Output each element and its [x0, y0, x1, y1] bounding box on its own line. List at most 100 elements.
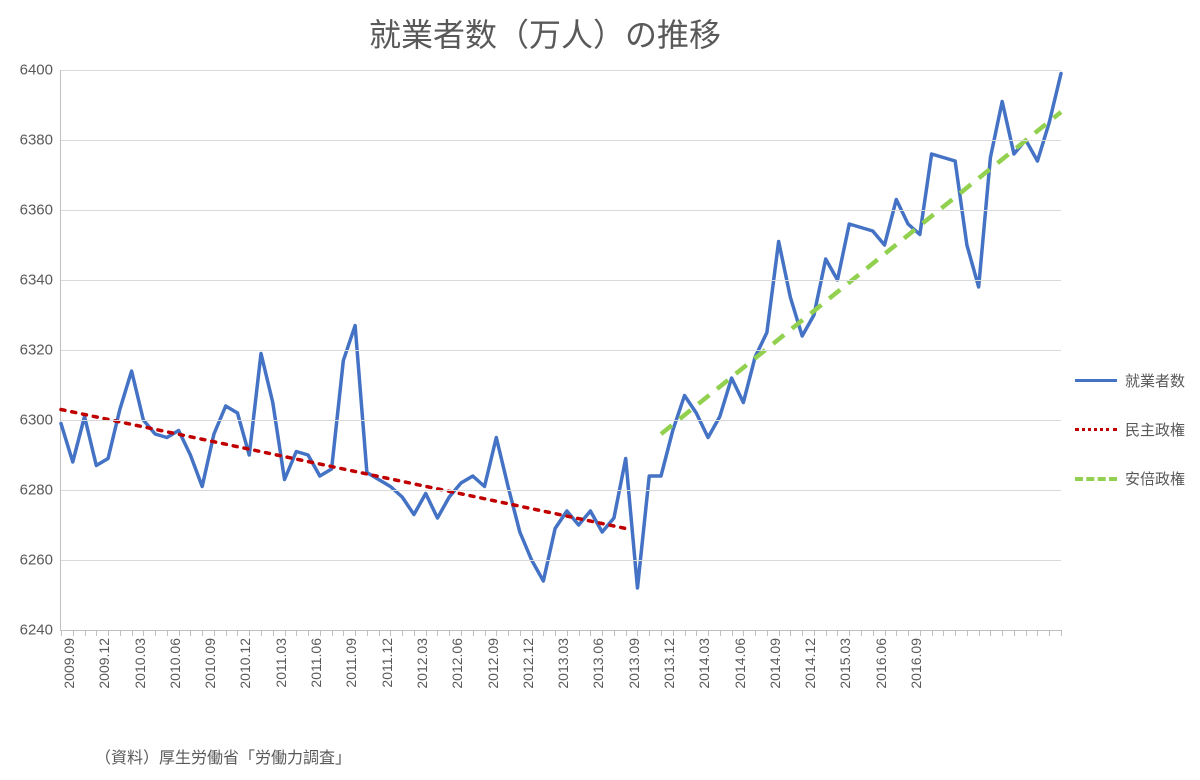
gridline [61, 560, 1061, 561]
x-tick [614, 630, 615, 636]
x-tick-label: 2011.12 [379, 638, 395, 688]
x-tick-label: 2011.06 [308, 638, 324, 688]
x-tick [849, 630, 850, 636]
y-tick-label: 6380 [20, 132, 53, 149]
x-tick [461, 630, 462, 636]
legend-item: 就業者数 [1075, 370, 1185, 391]
x-tick-label: 2015.03 [837, 638, 853, 689]
gridline [61, 420, 1061, 421]
x-tick [167, 630, 168, 636]
x-tick [237, 630, 238, 636]
x-tick [861, 630, 862, 636]
x-tick [285, 630, 286, 636]
gridline [61, 210, 1061, 211]
legend: 就業者数民主政権安倍政権 [1075, 370, 1185, 517]
x-tick [308, 630, 309, 636]
x-tick [496, 630, 497, 636]
x-tick [261, 630, 262, 636]
x-tick [190, 630, 191, 636]
x-tick [485, 630, 486, 636]
x-tick [520, 630, 521, 636]
legend-item: 安倍政権 [1075, 468, 1185, 489]
x-tick [226, 630, 227, 636]
x-tick-label: 2010.06 [167, 638, 183, 689]
x-tick [179, 630, 180, 636]
trend-dpj-line [61, 410, 626, 529]
y-tick-label: 6260 [20, 552, 53, 569]
x-tick [73, 630, 74, 636]
legend-swatch [1075, 428, 1117, 431]
x-tick [414, 630, 415, 636]
x-tick [637, 630, 638, 636]
x-tick [790, 630, 791, 636]
trend-abe-line [661, 112, 1061, 434]
x-tick [1026, 630, 1027, 636]
y-tick-label: 6280 [20, 482, 53, 499]
gridline [61, 280, 1061, 281]
x-tick [932, 630, 933, 636]
x-tick-label: 2013.12 [661, 638, 677, 689]
x-tick [579, 630, 580, 636]
x-tick [449, 630, 450, 636]
legend-swatch [1075, 379, 1117, 382]
x-tick [673, 630, 674, 636]
x-tick [120, 630, 121, 636]
x-tick-label: 2014.09 [767, 638, 783, 689]
y-tick-label: 6340 [20, 272, 53, 289]
x-tick [379, 630, 380, 636]
x-tick [202, 630, 203, 636]
x-tick [61, 630, 62, 636]
x-tick [826, 630, 827, 636]
x-tick-label: 2009.09 [61, 638, 77, 689]
x-tick [108, 630, 109, 636]
x-tick [332, 630, 333, 636]
x-tick [873, 630, 874, 636]
x-tick [685, 630, 686, 636]
x-tick [85, 630, 86, 636]
y-tick-label: 6360 [20, 202, 53, 219]
x-tick [908, 630, 909, 636]
x-tick [1061, 630, 1062, 636]
legend-label: 民主政権 [1125, 419, 1185, 440]
x-tick [402, 630, 403, 636]
x-tick-label: 2012.06 [449, 638, 465, 689]
x-tick [1037, 630, 1038, 636]
x-tick-label: 2013.09 [626, 638, 642, 689]
legend-label: 就業者数 [1125, 370, 1185, 391]
x-tick [955, 630, 956, 636]
x-tick [732, 630, 733, 636]
x-tick [1014, 630, 1015, 636]
x-tick-label: 2011.09 [343, 638, 359, 688]
x-tick [696, 630, 697, 636]
x-tick [143, 630, 144, 636]
x-tick [1049, 630, 1050, 636]
x-tick [343, 630, 344, 636]
y-tick-label: 6240 [20, 622, 53, 639]
x-tick [155, 630, 156, 636]
x-tick [590, 630, 591, 636]
x-tick [367, 630, 368, 636]
legend-item: 民主政権 [1075, 419, 1185, 440]
x-tick-label: 2013.03 [555, 638, 571, 689]
x-tick [779, 630, 780, 636]
x-tick-label: 2014.03 [696, 638, 712, 689]
x-tick [320, 630, 321, 636]
y-tick-label: 6300 [20, 412, 53, 429]
x-tick [390, 630, 391, 636]
x-tick [355, 630, 356, 636]
x-tick [896, 630, 897, 636]
gridline [61, 70, 1061, 71]
x-tick [967, 630, 968, 636]
x-tick [767, 630, 768, 636]
y-tick-label: 6400 [20, 62, 53, 79]
x-tick [437, 630, 438, 636]
x-tick [920, 630, 921, 636]
x-tick-label: 2012.12 [520, 638, 536, 689]
x-tick-label: 2014.06 [732, 638, 748, 689]
legend-swatch [1075, 477, 1117, 481]
x-tick-label: 2011.03 [273, 638, 289, 688]
x-tick [990, 630, 991, 636]
x-tick [132, 630, 133, 636]
chart-root: 就業者数（万人）の推移 6240626062806300632063406360… [0, 0, 1200, 780]
x-tick [296, 630, 297, 636]
